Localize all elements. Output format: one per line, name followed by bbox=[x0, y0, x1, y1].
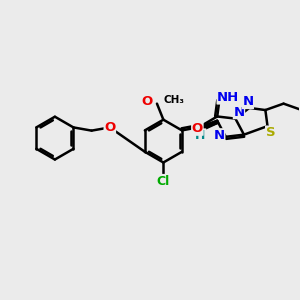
Text: N: N bbox=[242, 95, 253, 109]
Text: N: N bbox=[233, 106, 244, 118]
Text: O: O bbox=[142, 95, 153, 108]
Text: NH: NH bbox=[217, 91, 239, 104]
Text: N: N bbox=[214, 129, 225, 142]
Text: H: H bbox=[195, 129, 206, 142]
Text: O: O bbox=[192, 122, 203, 135]
Text: O: O bbox=[104, 121, 116, 134]
Text: Cl: Cl bbox=[157, 175, 170, 188]
Text: CH₃: CH₃ bbox=[164, 95, 185, 105]
Text: S: S bbox=[266, 126, 275, 139]
